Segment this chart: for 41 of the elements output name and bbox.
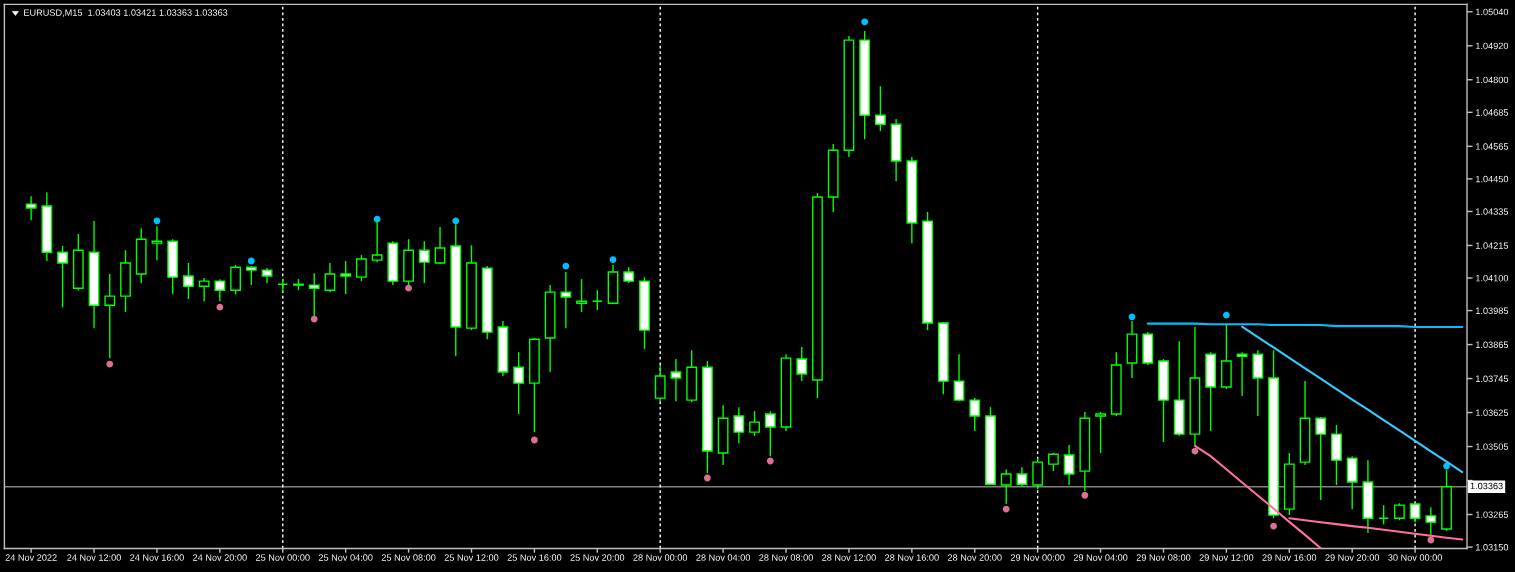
x-tick-label: 28 Nov 04:00 [696,554,751,561]
x-tick-label: 28 Nov 20:00 [947,554,1002,561]
x-tick-label: 24 Nov 20:00 [193,554,247,561]
x-tick-label: 30 Nov 00:00 [1388,554,1443,561]
y-tick-label: 1.04565 [1476,143,1509,150]
y-tick-label: 1.05040 [1476,8,1509,16]
y-tick-label: 1.03745 [1476,375,1509,382]
x-tick-label: 25 Nov 04:00 [318,554,373,561]
x-tick-label: 28 Nov 12:00 [822,554,876,561]
y-tick-label: 1.04100 [1476,274,1509,282]
ref-line-label: 1.03363 [1470,482,1503,490]
x-tick-label: 25 Nov 00:00 [255,554,310,561]
x-tick-label: 25 Nov 12:00 [444,554,499,561]
x-tick-label: 25 Nov 20:00 [570,554,625,561]
y-tick-label: 1.03985 [1476,307,1509,314]
y-tick-label: 1.04800 [1476,76,1509,84]
y-tick-label: 1.04450 [1476,175,1509,183]
x-tick-label: 28 Nov 16:00 [885,554,939,561]
y-tick-label: 1.04215 [1476,242,1509,249]
y-tick-label: 1.03150 [1476,544,1509,551]
y-tick-label: 1.03505 [1476,443,1509,450]
y-tick-label: 1.03865 [1476,341,1509,348]
y-tick-label: 1.03625 [1476,409,1509,416]
x-tick-label: 25 Nov 16:00 [507,554,562,561]
y-tick-label: 1.04335 [1476,208,1509,215]
x-tick-label: 28 Nov 00:00 [633,554,688,561]
x-tick-label: 29 Nov 20:00 [1325,554,1380,561]
x-tick-label: 24 Nov 2022 [5,554,57,561]
x-tick-label: 29 Nov 08:00 [1136,554,1191,561]
y-tick-label: 1.04920 [1476,42,1509,50]
chart-title: EURUSD,M15 1.03403 1.03421 1.03363 1.03363 [24,9,228,17]
y-tick-label: 1.04685 [1476,109,1509,116]
x-tick-label: 29 Nov 00:00 [1010,554,1065,561]
x-tick-label: 24 Nov 16:00 [130,554,184,561]
x-tick-label: 24 Nov 12:00 [67,554,121,561]
x-tick-label: 29 Nov 04:00 [1073,554,1128,561]
y-tick-label: 1.03265 [1476,511,1509,518]
x-tick-label: 28 Nov 08:00 [759,554,813,561]
x-tick-label: 29 Nov 16:00 [1262,554,1317,561]
x-tick-label: 25 Nov 08:00 [381,554,436,561]
x-tick-label: 29 Nov 12:00 [1199,554,1254,561]
